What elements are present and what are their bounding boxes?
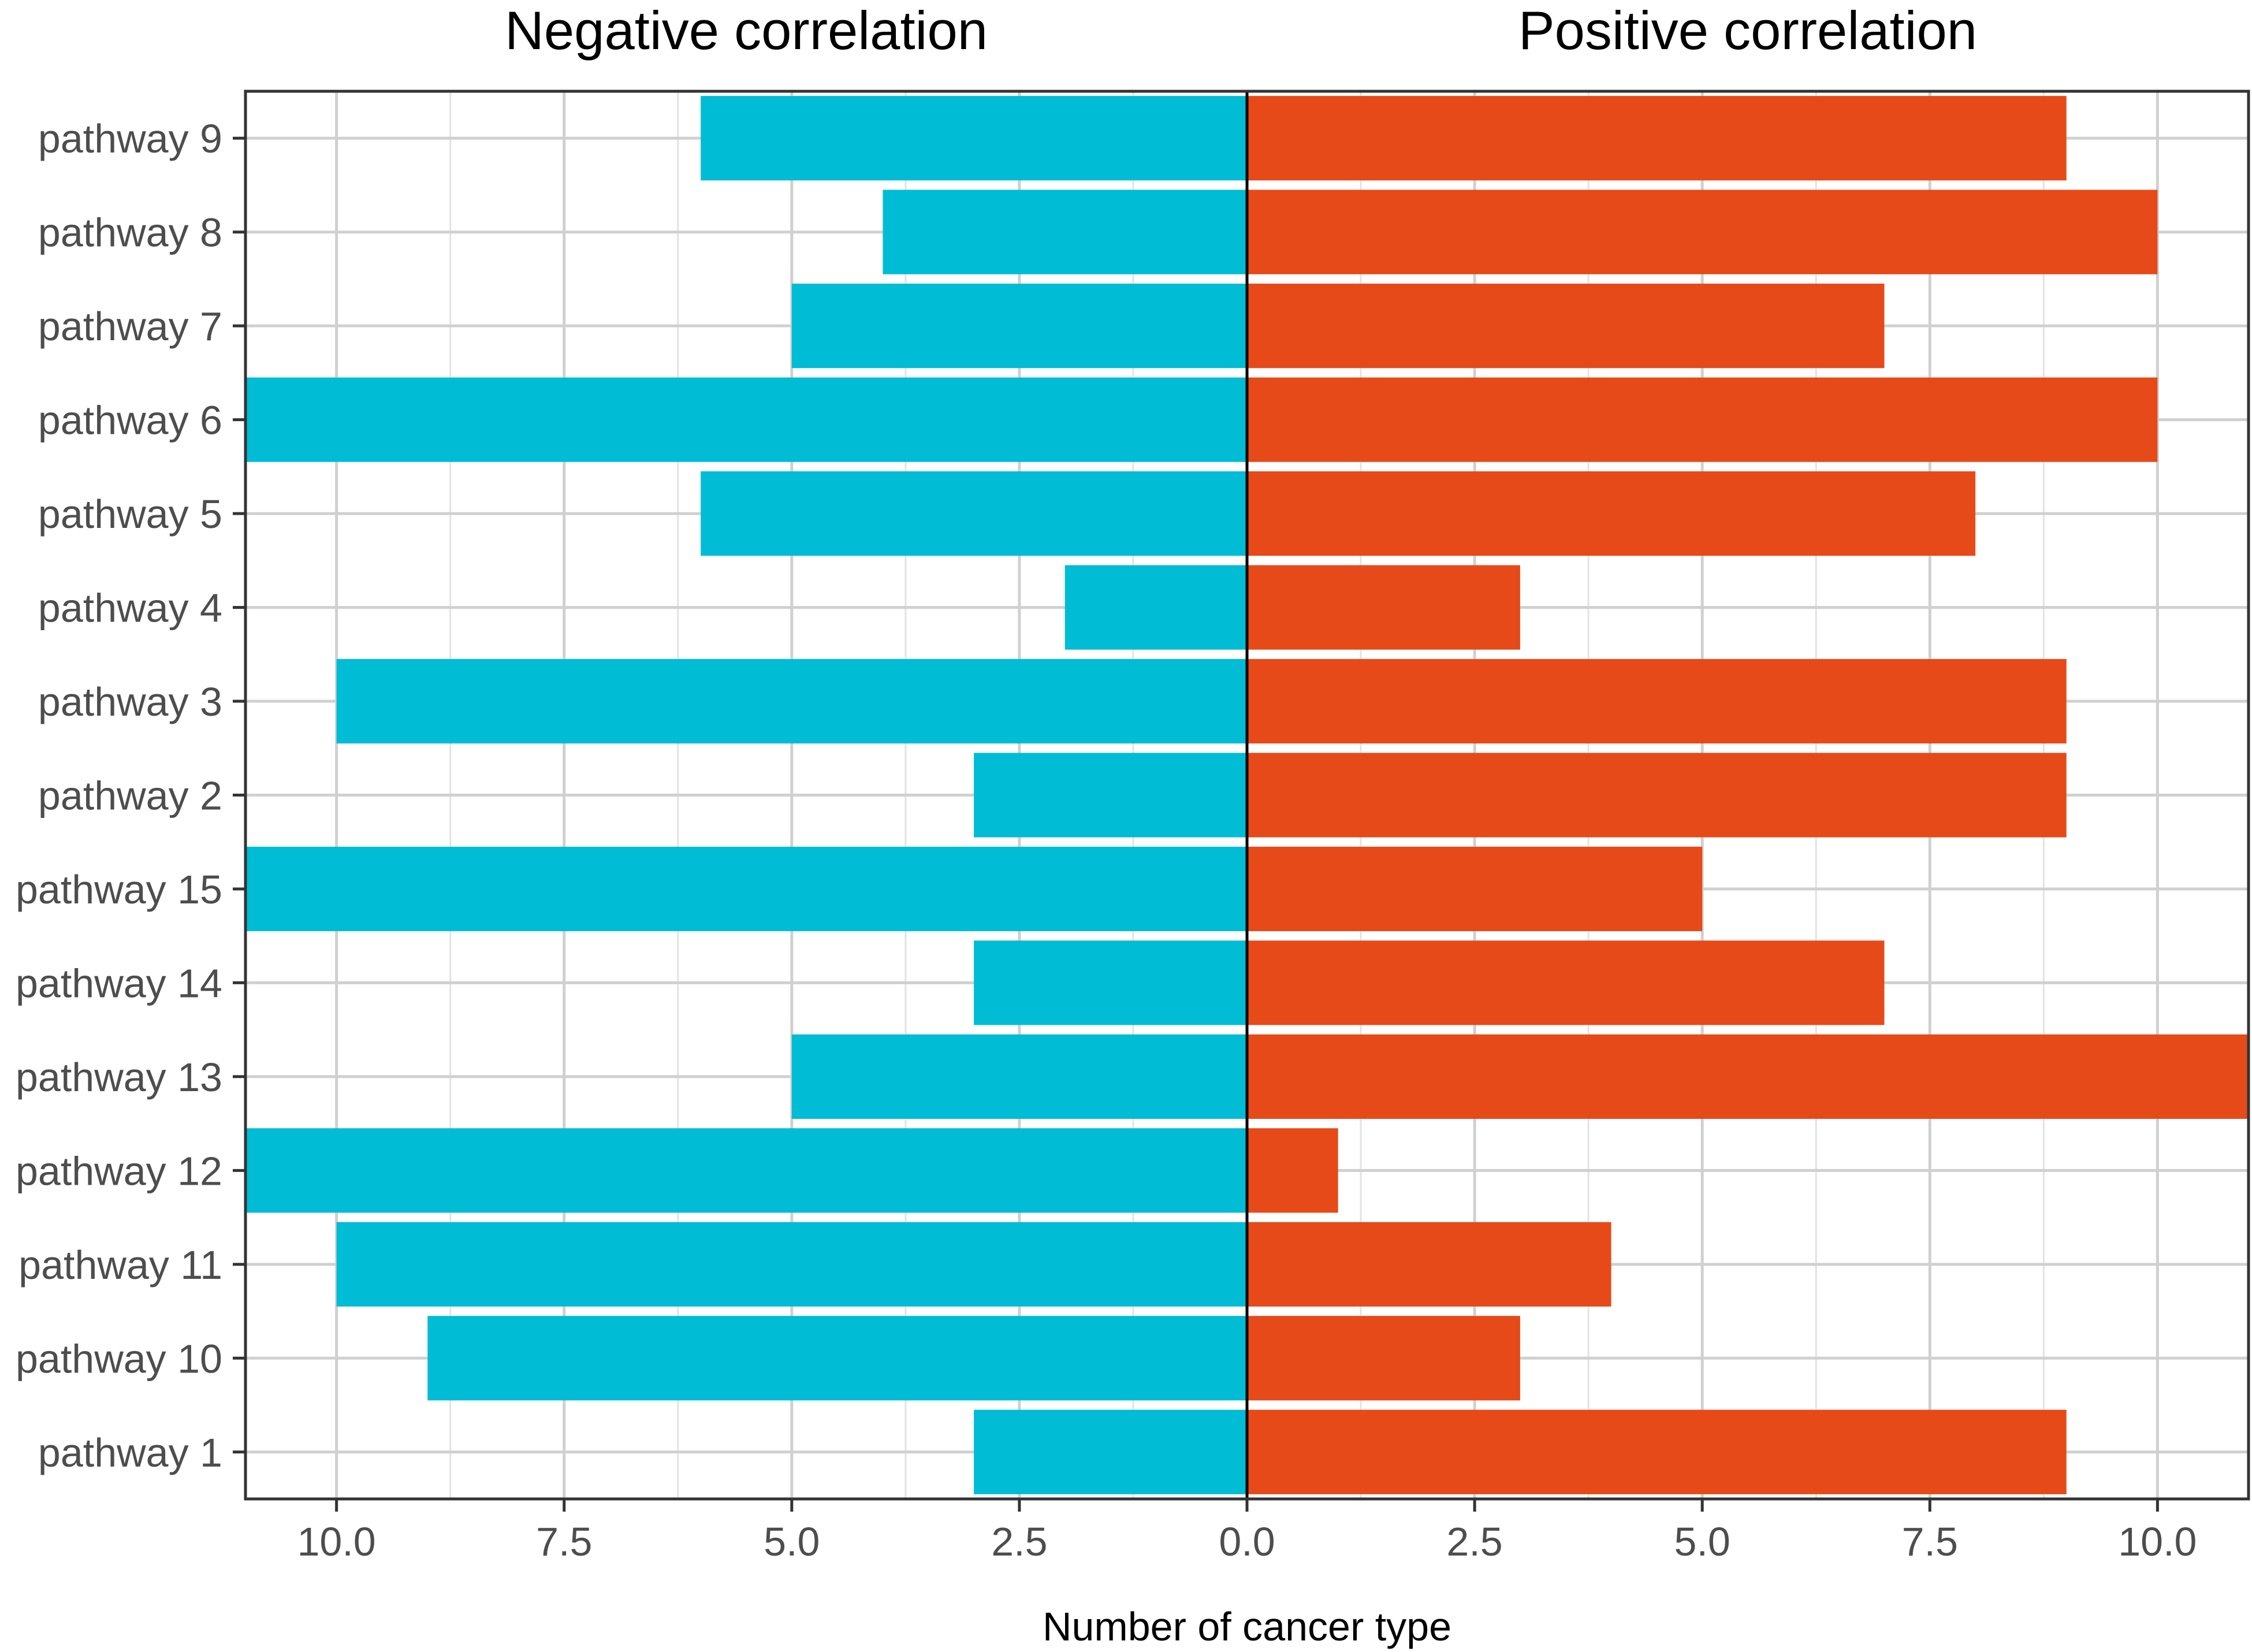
bar-negative xyxy=(701,96,1247,181)
bar-positive xyxy=(1247,940,1885,1025)
bar-negative xyxy=(791,1034,1247,1119)
bar-negative xyxy=(1064,565,1247,650)
y-tick-label: pathway 13 xyxy=(16,1055,222,1100)
bar-positive xyxy=(1247,753,2067,838)
bar-negative xyxy=(974,940,1247,1025)
bar-positive xyxy=(1247,1128,1338,1213)
bar-positive xyxy=(1247,471,1976,556)
y-tick-label: pathway 1 xyxy=(38,1430,222,1475)
x-tick-label: 10.0 xyxy=(297,1519,376,1564)
bar-positive xyxy=(1247,377,2158,462)
bar-positive xyxy=(1247,1409,2067,1494)
x-tick-label: 7.5 xyxy=(536,1519,592,1564)
x-tick-label: 5.0 xyxy=(764,1519,820,1564)
bar-negative xyxy=(974,753,1247,838)
bar-positive xyxy=(1247,565,1520,650)
x-tick-label: 10.0 xyxy=(2118,1519,2197,1564)
y-tick-label: pathway 8 xyxy=(38,210,222,255)
bar-positive xyxy=(1247,96,2067,181)
y-tick-label: pathway 11 xyxy=(18,1242,222,1288)
bar-negative xyxy=(974,1409,1247,1494)
y-tick-label: pathway 2 xyxy=(38,773,222,818)
y-tick-label: pathway 7 xyxy=(38,304,222,349)
bar-negative xyxy=(791,284,1247,369)
y-tick-label: pathway 9 xyxy=(38,116,222,161)
x-tick-label: 7.5 xyxy=(1902,1519,1958,1564)
bar-negative xyxy=(336,1222,1247,1307)
y-tick-label: pathway 12 xyxy=(16,1148,222,1193)
y-tick-label: pathway 4 xyxy=(38,586,222,631)
y-tick-label: pathway 15 xyxy=(16,867,222,912)
bar-positive xyxy=(1247,1034,2249,1119)
x-tick-label: 2.5 xyxy=(991,1519,1047,1564)
bar-positive xyxy=(1247,189,2158,274)
bar-positive xyxy=(1247,658,2067,744)
panel-title-negative: Negative correlation xyxy=(505,0,988,61)
axes xyxy=(233,90,2250,1512)
bar-negative xyxy=(336,658,1247,744)
labels: Negative correlation Positive correlatio… xyxy=(16,0,2197,1649)
bar-negative xyxy=(427,1316,1247,1401)
x-tick-label: 0.0 xyxy=(1219,1519,1275,1564)
bar-negative xyxy=(701,471,1247,556)
y-tick-label: pathway 5 xyxy=(38,492,222,537)
bar-negative xyxy=(245,1128,1247,1213)
bar-positive xyxy=(1247,284,1885,369)
y-tick-label: pathway 14 xyxy=(16,961,222,1006)
bar-negative xyxy=(245,846,1247,932)
bar-positive xyxy=(1247,846,1703,932)
x-tick-label: 5.0 xyxy=(1674,1519,1730,1564)
bar-negative xyxy=(883,189,1247,274)
bar-positive xyxy=(1247,1316,1520,1401)
y-tick-label: pathway 10 xyxy=(16,1336,222,1381)
bar-negative xyxy=(245,377,1247,462)
x-axis-title: Number of cancer type xyxy=(1043,1604,1451,1649)
x-tick-label: 2.5 xyxy=(1446,1519,1502,1564)
panel-title-positive: Positive correlation xyxy=(1518,0,1977,61)
bars xyxy=(245,96,2249,1494)
y-tick-label: pathway 3 xyxy=(38,679,222,724)
bar-positive xyxy=(1247,1222,1611,1307)
y-tick-label: pathway 6 xyxy=(38,398,222,443)
